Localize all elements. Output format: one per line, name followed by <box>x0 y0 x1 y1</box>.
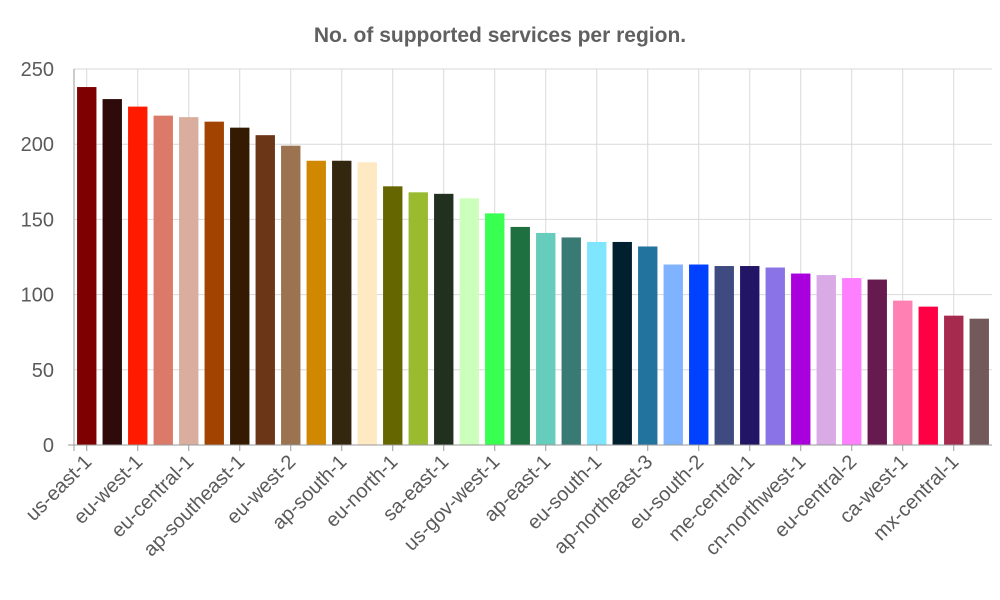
bar-ap-east-1 <box>510 226 530 445</box>
y-tick-labels: 0 50 100 150 200 250 <box>21 59 54 457</box>
bar-eu-west-1 <box>128 106 148 445</box>
bar-ap-southeast-5 <box>918 306 938 445</box>
bar-eu-south-2 <box>740 266 760 445</box>
bar-ap-southeast-1 <box>230 127 250 445</box>
bar-ca-west-1 <box>893 300 913 445</box>
bar-us-gov-west-1 <box>485 213 505 445</box>
chart-title: No. of supported services per region. <box>314 24 686 47</box>
bar-eu-west-2 <box>306 160 326 445</box>
y-tick-label: 0 <box>43 435 54 457</box>
y-tick-label: 150 <box>21 209 54 231</box>
bar-mx-central-1 <box>944 315 964 445</box>
bar-eu-west-3 <box>459 198 479 445</box>
bar-ap-southeast-4 <box>842 278 862 445</box>
bar-eu-south-1 <box>561 237 581 445</box>
bar-ap-southeast-3 <box>714 266 734 445</box>
bar-us-east-2 <box>255 135 275 445</box>
bar-eu-north-1 <box>434 193 454 445</box>
y-tick-label: 100 <box>21 285 54 307</box>
bar-sa-east-1 <box>408 192 428 445</box>
bar-me-south-1 <box>587 241 607 445</box>
bar-me-central-1 <box>791 273 811 445</box>
bar-ca-central-1 <box>383 186 403 445</box>
bar-eu-central-1 <box>204 121 224 445</box>
axes <box>68 69 992 451</box>
bar-ap-northeast-1 <box>153 115 173 446</box>
bar-us-gov-east-1 <box>536 232 556 445</box>
bar-il-central-1 <box>867 279 887 445</box>
bar-us-west-2 <box>102 99 122 445</box>
bar-eu-central-2 <box>765 267 785 445</box>
bar-ap-south-2 <box>816 275 836 445</box>
bar-cn-north-1 <box>663 264 683 445</box>
bar-ap-northeast-2 <box>281 145 301 446</box>
bar-ap-southeast-7 <box>969 318 989 445</box>
bar-af-south-1 <box>612 241 632 445</box>
x-tick-labels: us-east-1eu-west-1eu-central-1ap-southea… <box>22 451 964 561</box>
bar-ap-southeast-2 <box>179 117 199 446</box>
bar-cn-northwest-1 <box>689 264 709 445</box>
bar-ap-northeast-3 <box>638 246 658 445</box>
bar-ap-south-1 <box>357 162 377 446</box>
bar-us-west-1 <box>332 160 352 445</box>
bars <box>77 87 989 446</box>
y-tick-label: 200 <box>21 134 54 156</box>
y-tick-label: 250 <box>21 59 54 81</box>
y-tick-label: 50 <box>32 360 54 382</box>
bar-us-east-1 <box>77 87 97 445</box>
